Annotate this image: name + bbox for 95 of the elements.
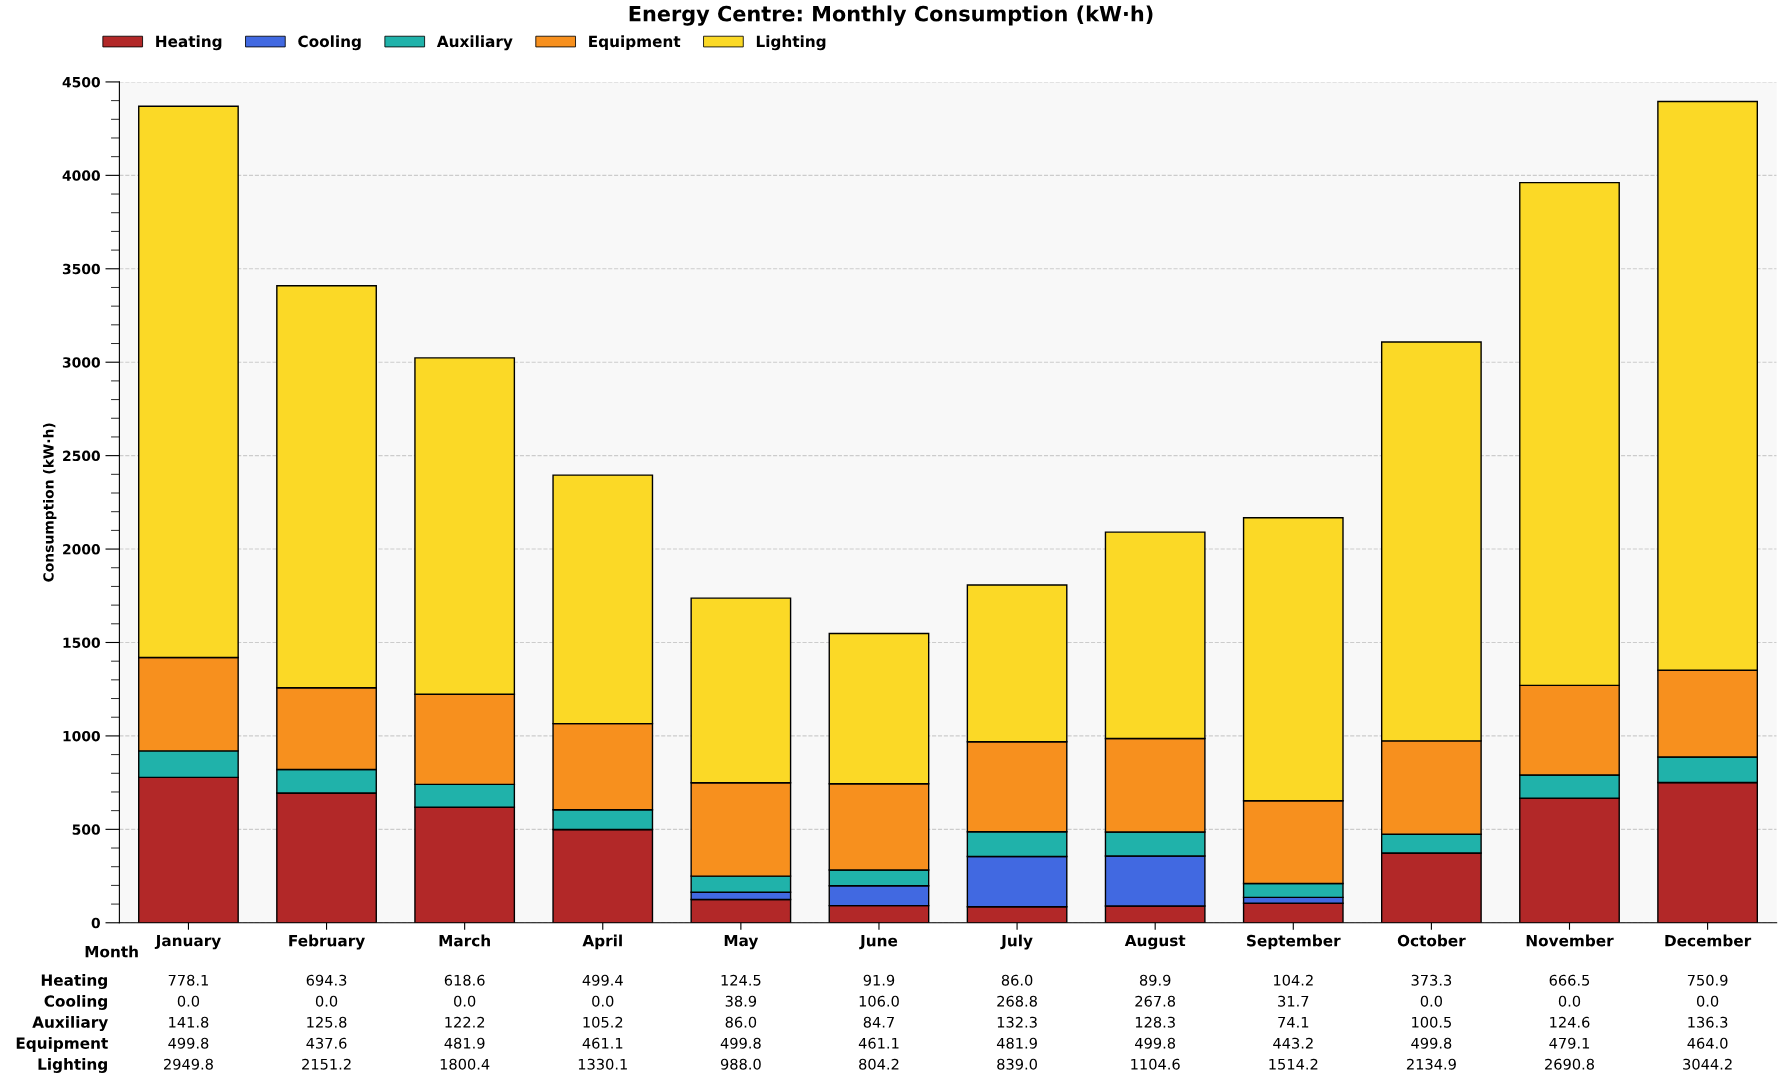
data-label: 437.6 xyxy=(306,1037,347,1049)
data-label: 268.8 xyxy=(997,995,1037,1007)
data-label: 694.3 xyxy=(306,974,347,986)
y-tick-label: 3500 xyxy=(62,263,100,275)
data-label: 0.0 xyxy=(1558,995,1581,1007)
x-tick-label: December xyxy=(1665,934,1752,947)
data-label: 267.8 xyxy=(1135,995,1176,1007)
data-label: 125.8 xyxy=(307,1016,347,1028)
data-label: 86.0 xyxy=(1001,974,1033,986)
y-tick-label: 4000 xyxy=(62,170,100,181)
data-label: 461.1 xyxy=(858,1037,899,1049)
y-axis-title: Consumption (kW·h) xyxy=(42,423,57,582)
text: Equipment xyxy=(16,1037,108,1052)
data-label: 2690.8 xyxy=(1545,1058,1595,1070)
y-tick-label: 1000 xyxy=(63,730,100,742)
data-label: 499.8 xyxy=(168,1037,209,1049)
data-label: 106.0 xyxy=(859,995,899,1007)
data-label: 750.9 xyxy=(1687,974,1728,986)
y-tick-label: 3000 xyxy=(62,357,100,368)
data-label: 0.0 xyxy=(177,995,200,1007)
data-label: 2949.8 xyxy=(164,1058,213,1070)
x-axis-title: Month xyxy=(85,945,138,958)
data-label: 666.5 xyxy=(1549,974,1590,986)
data-label: 2134.9 xyxy=(1406,1058,1456,1070)
data-label: 141.8 xyxy=(169,1016,209,1028)
data-label: 481.9 xyxy=(444,1037,485,1049)
text: Heating xyxy=(41,974,107,989)
data-label: 100.5 xyxy=(1412,1016,1451,1028)
data-label: 0.0 xyxy=(1420,995,1443,1007)
data-label: 499.8 xyxy=(1135,1037,1176,1049)
x-tick-label: September xyxy=(1247,934,1341,950)
data-label: 132.3 xyxy=(997,1016,1037,1028)
data-label: 84.7 xyxy=(863,1016,894,1028)
x-tick-label: March xyxy=(439,934,490,947)
x-tick-label: June xyxy=(859,935,898,950)
x-tick-label: April xyxy=(582,934,622,950)
data-label: 3044.2 xyxy=(1683,1058,1732,1070)
y-tick-label: 4500 xyxy=(62,76,100,88)
data-label: 1330.1 xyxy=(578,1058,627,1070)
legend-label: Lighting xyxy=(756,35,826,51)
data-label: 499.4 xyxy=(582,974,623,986)
data-label: 443.2 xyxy=(1273,1037,1313,1049)
data-label: 839.0 xyxy=(997,1058,1037,1070)
data-label: 128.3 xyxy=(1135,1016,1175,1028)
legend-label: Heating xyxy=(156,35,222,51)
data-label: 481.9 xyxy=(996,1037,1037,1049)
x-tick-label: November xyxy=(1526,934,1614,947)
data-label: 105.2 xyxy=(583,1016,623,1028)
x-tick-label: May xyxy=(724,934,759,950)
data-label: 1514.2 xyxy=(1269,1058,1318,1070)
data-label: 373.3 xyxy=(1411,974,1452,986)
data-label: 618.6 xyxy=(444,974,485,986)
data-label: 86.0 xyxy=(725,1016,757,1028)
data-label: 0.0 xyxy=(592,995,614,1007)
data-label: 461.1 xyxy=(582,1037,623,1049)
y-tick-label: 1500 xyxy=(63,637,100,648)
text: Lighting xyxy=(38,1058,107,1073)
chart-title: Energy Centre: Monthly Consumption (kW·h) xyxy=(629,5,1153,26)
data-label: 91.9 xyxy=(863,974,895,986)
data-label: 479.1 xyxy=(1549,1037,1590,1049)
data-label: 122.2 xyxy=(445,1016,485,1028)
x-tick-label: July xyxy=(1000,934,1033,950)
data-label: 464.0 xyxy=(1687,1037,1728,1049)
data-label: 0.0 xyxy=(315,995,338,1007)
data-label: 124.6 xyxy=(1550,1016,1590,1028)
data-label: 499.8 xyxy=(720,1037,761,1049)
data-label: 38.9 xyxy=(725,995,757,1007)
data-label: 0.0 xyxy=(454,995,476,1007)
data-label: 1104.6 xyxy=(1131,1058,1180,1070)
data-label: 74.1 xyxy=(1278,1016,1309,1028)
data-label: 1800.4 xyxy=(440,1058,490,1070)
data-label: 136.3 xyxy=(1688,1016,1728,1028)
data-label: 804.2 xyxy=(859,1058,899,1070)
data-label: 124.5 xyxy=(721,974,761,986)
data-label: 31.7 xyxy=(1278,995,1309,1007)
x-tick-label: January xyxy=(154,934,221,950)
legend-label: Auxiliary xyxy=(436,35,513,51)
data-label: 104.2 xyxy=(1274,974,1313,986)
data-label: 0.0 xyxy=(1696,995,1719,1007)
y-tick-label: 2000 xyxy=(63,544,100,555)
y-tick-label: 0 xyxy=(91,917,100,929)
x-tick-label: February xyxy=(289,934,365,950)
text: Cooling xyxy=(44,995,107,1010)
data-label: 778.1 xyxy=(168,974,208,986)
data-label: 2151.2 xyxy=(302,1058,351,1070)
x-tick-label: October xyxy=(1397,934,1466,947)
x-tick-label: August xyxy=(1124,934,1186,950)
y-tick-label: 500 xyxy=(72,824,100,835)
legend-label: Equipment xyxy=(589,35,681,51)
y-tick-label: 2500 xyxy=(63,450,100,462)
data-label: 988.0 xyxy=(720,1058,761,1070)
data-label: 89.9 xyxy=(1139,974,1171,986)
data-label: 499.8 xyxy=(1411,1037,1452,1049)
text: Auxiliary xyxy=(32,1016,108,1031)
legend-label: Cooling xyxy=(298,35,361,51)
